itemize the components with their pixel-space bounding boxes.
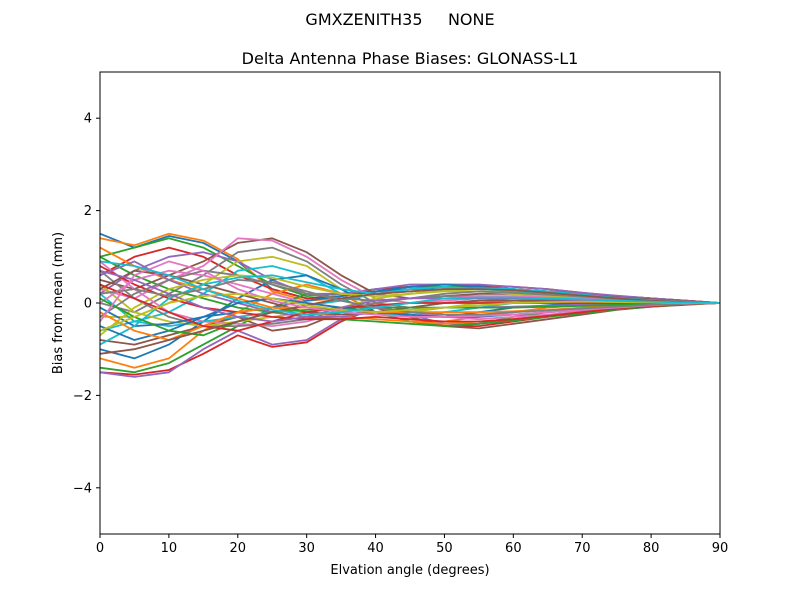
x-tick-label: 20 xyxy=(230,541,247,556)
y-axis: −4 −2 0 2 4 xyxy=(73,112,100,496)
series-line-5 xyxy=(99,251,721,304)
x-tick-label: 70 xyxy=(574,541,591,556)
y-tick-label: 4 xyxy=(84,112,92,127)
y-tick-label: 2 xyxy=(84,204,92,219)
x-tick-label: 10 xyxy=(161,541,178,556)
series-line-33 xyxy=(99,297,721,337)
chart-title: Delta Antenna Phase Biases: GLONASS-L1 xyxy=(242,49,579,68)
x-tick-label: 30 xyxy=(298,541,315,556)
series-line-39 xyxy=(99,292,720,332)
figure-suptitle: GMXZENITH35 NONE xyxy=(305,10,495,29)
y-tick-label: −4 xyxy=(73,481,92,496)
x-tick-label: 80 xyxy=(643,541,660,556)
x-tick-label: 50 xyxy=(436,541,453,556)
x-tick-label: 90 xyxy=(712,541,729,556)
x-tick-label: 40 xyxy=(367,541,384,556)
x-axis: 0 10 20 30 40 50 60 70 80 90 xyxy=(96,534,728,556)
series-line-36 xyxy=(99,288,721,355)
series-layer xyxy=(99,232,721,378)
series-line-40 xyxy=(99,260,721,316)
y-tick-label: 0 xyxy=(84,297,92,312)
x-axis-label: Elvation angle (degrees) xyxy=(330,563,489,578)
y-tick-label: −2 xyxy=(73,389,92,404)
y-axis-label: Bias from mean (mm) xyxy=(51,232,66,374)
series-line-23 xyxy=(99,256,721,328)
x-tick-label: 0 xyxy=(96,541,104,556)
x-tick-label: 60 xyxy=(505,541,522,556)
